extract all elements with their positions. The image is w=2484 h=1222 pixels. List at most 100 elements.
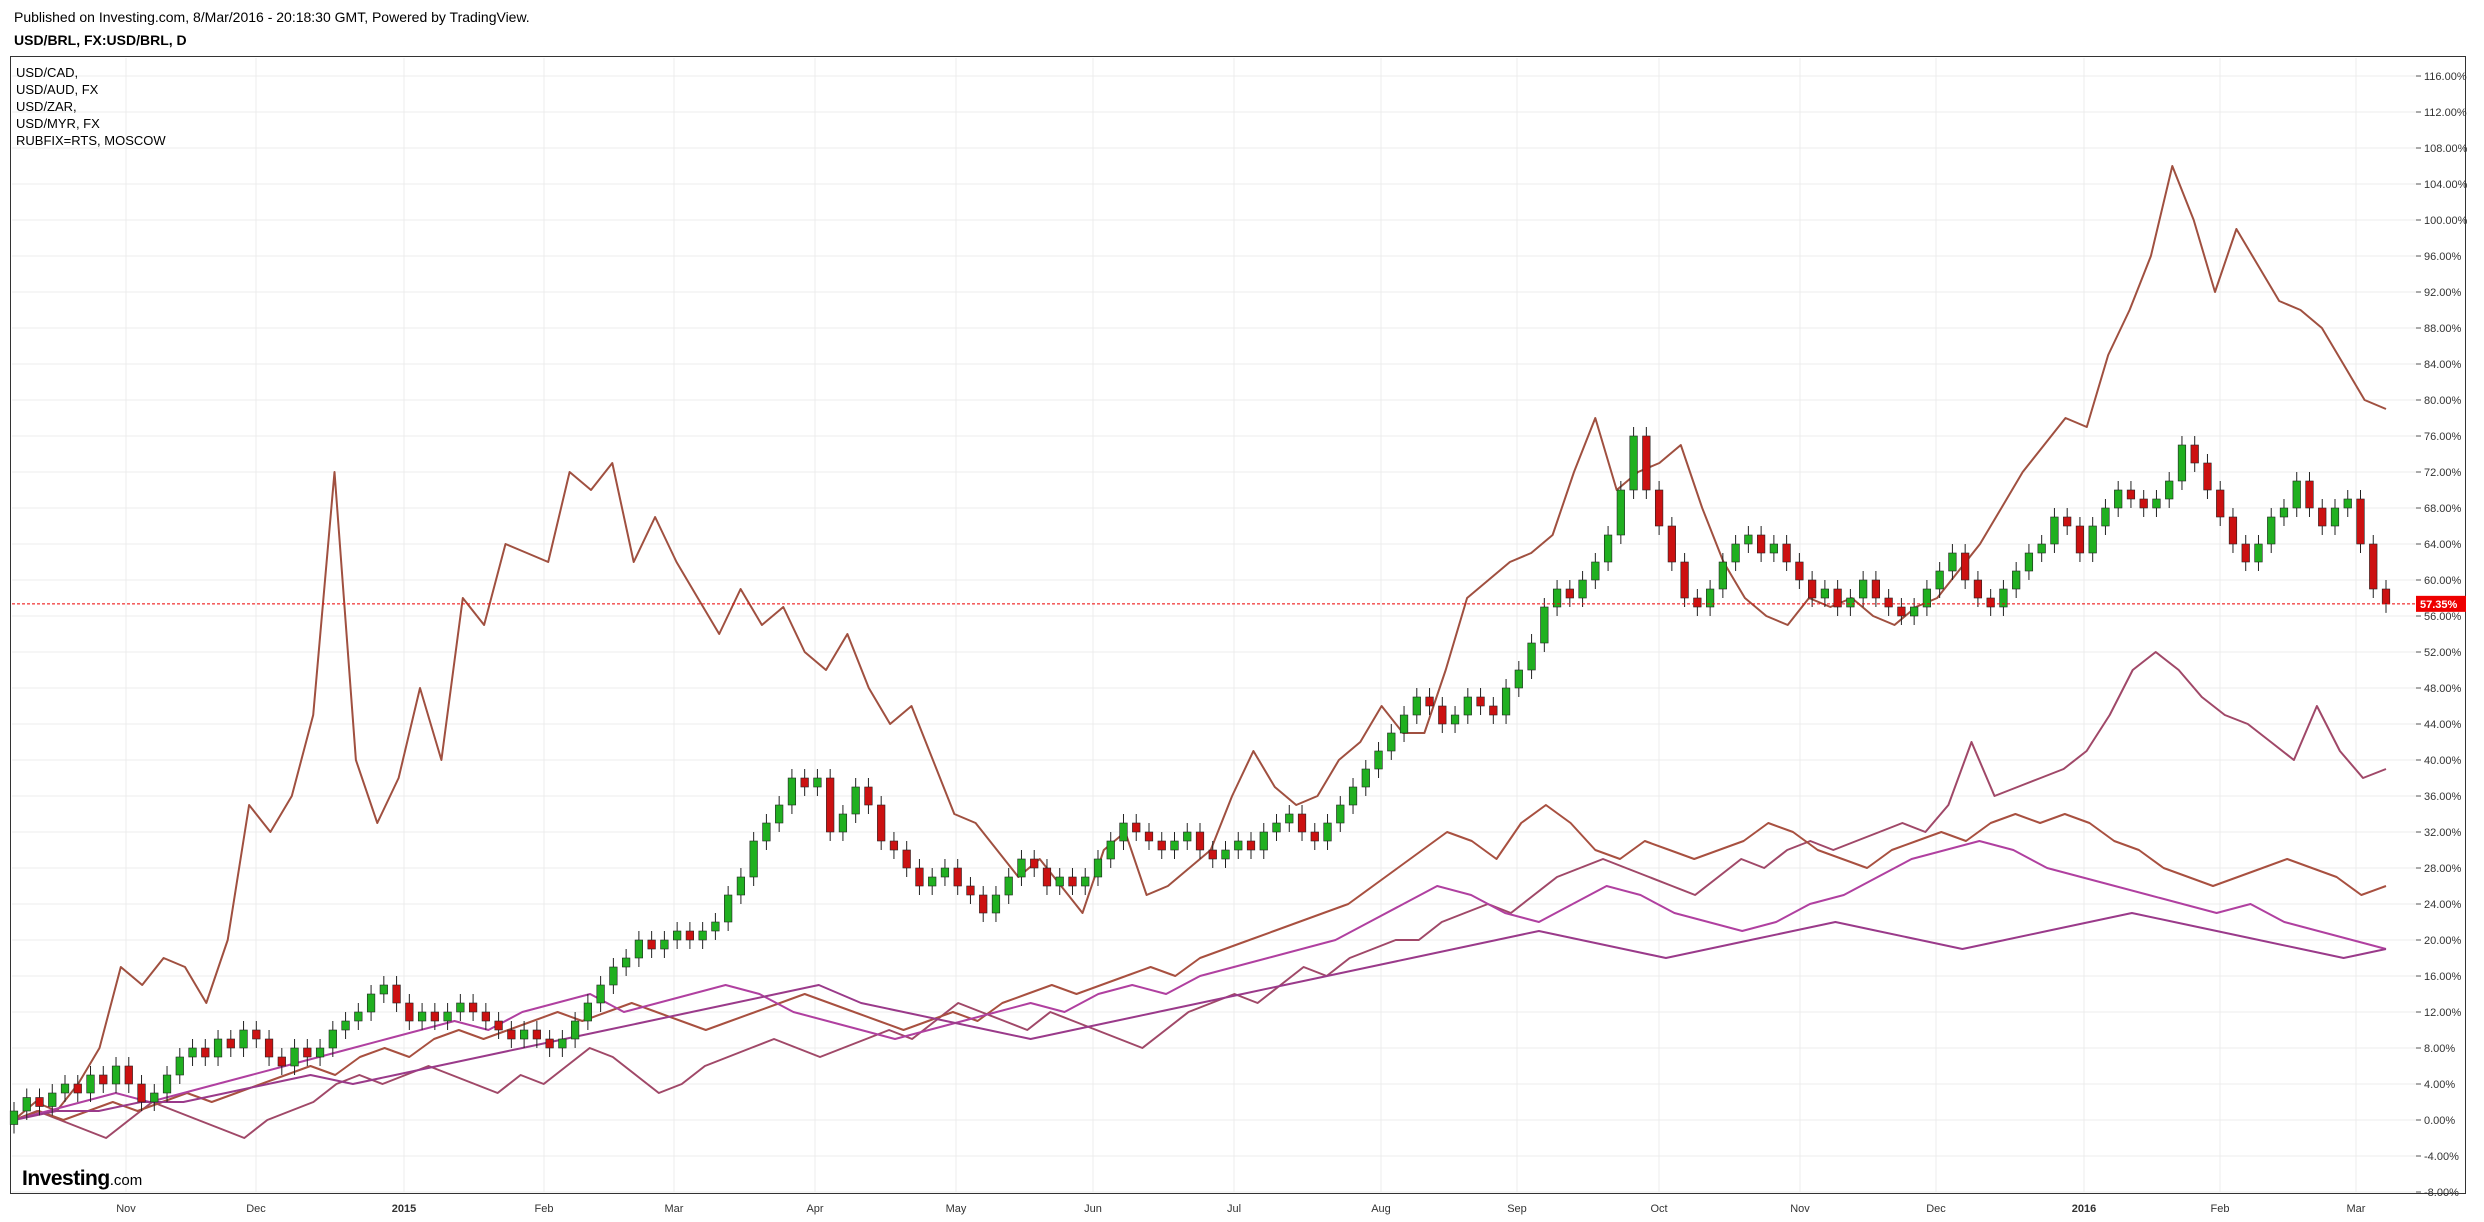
candle-body [1017, 858, 1026, 878]
candle-body [2356, 498, 2365, 545]
candle-body [634, 939, 643, 959]
candle-body [2126, 489, 2136, 500]
candle-body [1999, 588, 2008, 608]
candle-body [1106, 840, 1115, 860]
candle-body [1093, 858, 1103, 878]
candle-body [35, 1097, 44, 1107]
y-tick-label: 104.00% [2424, 179, 2468, 191]
candle-body [1183, 831, 1192, 842]
candle-body [1565, 588, 1574, 599]
candle-body [1412, 696, 1421, 716]
candle-body [9, 1110, 19, 1125]
candle-body [2318, 507, 2327, 527]
candle-body [392, 984, 401, 1004]
candle-body [1986, 597, 1995, 608]
candle-body [1195, 831, 1205, 851]
candle-body [800, 777, 809, 788]
candle-body [468, 1002, 478, 1013]
series-line-usd-zar [13, 651, 2387, 1139]
candle-body [1973, 579, 1983, 599]
y-tick-label: 72.00% [2424, 467, 2462, 479]
candle-body [60, 1083, 70, 1094]
candle-body [1922, 588, 1932, 608]
candle-body [1948, 552, 1957, 572]
candle-body [1361, 768, 1370, 788]
candle-body [1489, 705, 1498, 716]
candle-body [1374, 750, 1383, 770]
candle-body [1808, 579, 1817, 599]
candle-body [532, 1029, 541, 1040]
candle-body [1297, 813, 1307, 833]
chart-frame[interactable] [10, 56, 2466, 1194]
candle-body [99, 1074, 108, 1085]
y-tick-label: 0.00% [2424, 1115, 2455, 1127]
candle-body [1629, 435, 1638, 491]
x-tick-label: Dec [246, 1203, 266, 1215]
candle-body [1501, 687, 1511, 716]
candle-body [596, 984, 605, 1004]
candle-body [928, 876, 937, 887]
candle-body [481, 1011, 490, 1022]
x-tick-label: Feb [2211, 1203, 2230, 1215]
x-tick-label: Oct [1650, 1203, 1667, 1215]
candle-body [1132, 822, 1141, 833]
candle-body [647, 939, 656, 950]
candle-body [1068, 876, 1077, 887]
candle-body [583, 1002, 592, 1022]
candle-body [1259, 831, 1268, 851]
candle-body [673, 930, 682, 941]
candle-body [889, 840, 899, 851]
candle-body [264, 1038, 274, 1058]
y-tick-label: 52.00% [2424, 647, 2462, 659]
candle-body [137, 1083, 146, 1103]
candle-body [660, 939, 669, 950]
investing-logo: Investing.com [22, 1167, 142, 1191]
x-tick-label: Dec [1926, 1203, 1946, 1215]
candle-body [2267, 516, 2276, 545]
candle-body [2139, 498, 2148, 509]
candle-body [1654, 489, 1664, 527]
y-tick-label: 4.00% [2424, 1079, 2455, 1091]
candle-body [1859, 579, 1868, 599]
candle-body [940, 867, 950, 878]
candle-body [379, 984, 388, 995]
candle-body [1846, 597, 1855, 608]
candle-body [520, 1029, 529, 1040]
candle-body [1935, 570, 1944, 590]
candle-body [1527, 642, 1536, 671]
candle-body [1731, 543, 1740, 563]
candle-body [2152, 498, 2161, 509]
candle-body [48, 1092, 57, 1107]
candle-body [1603, 534, 1613, 563]
series-line-usd-aud-fx [13, 912, 2387, 1121]
candle-body [1348, 786, 1358, 806]
candle-body [1871, 579, 1880, 599]
candle-body [226, 1038, 235, 1049]
y-tick-label: 8.00% [2424, 1043, 2455, 1055]
candle-body [1208, 849, 1217, 860]
candle-body [1081, 876, 1090, 887]
candle-body [2050, 516, 2059, 545]
candle-body [2279, 507, 2289, 518]
candle-body [1552, 588, 1562, 608]
candle-body [622, 957, 631, 968]
y-tick-label: 24.00% [2424, 899, 2462, 911]
candle-body [1285, 813, 1294, 824]
candle-body [1540, 606, 1549, 644]
y-tick-label: 92.00% [2424, 287, 2462, 299]
series-line-usd-cad [13, 804, 2387, 1121]
candle-body [2037, 543, 2046, 554]
candle-body [2165, 480, 2174, 500]
series-line-usd-myr [13, 840, 2387, 1121]
candle-body [2101, 507, 2110, 527]
candle-body [430, 1011, 439, 1022]
candle-body [545, 1038, 554, 1049]
candle-body [877, 804, 886, 842]
y-tick-label: -8.00% [2424, 1187, 2459, 1199]
candle-body [354, 1011, 363, 1022]
candle-body [277, 1056, 286, 1067]
candle-body [188, 1047, 197, 1058]
candle-body [2024, 552, 2034, 572]
y-tick-label: 12.00% [2424, 1007, 2462, 1019]
